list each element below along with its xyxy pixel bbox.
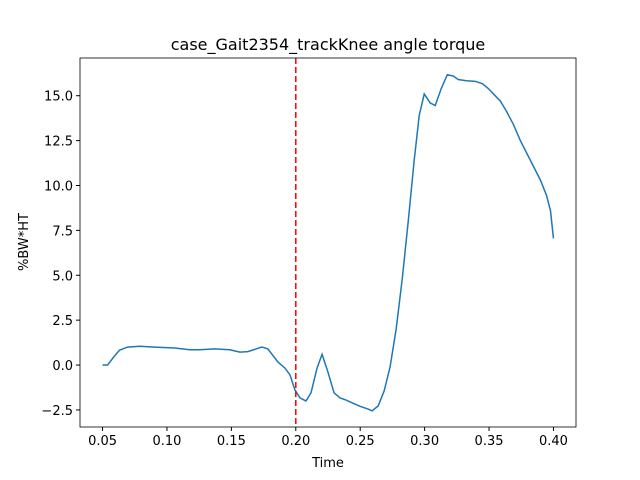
x-tick-label: 0.35 xyxy=(475,434,504,449)
x-tick-label: 0.30 xyxy=(410,434,439,449)
y-tick-label: 15.0 xyxy=(44,90,73,105)
x-axis-label: Time xyxy=(311,456,344,471)
x-tick-label: 0.05 xyxy=(88,434,117,449)
y-tick-label: 10.0 xyxy=(44,179,73,194)
x-tick-label: 0.20 xyxy=(281,434,310,449)
y-tick-label: 0.0 xyxy=(52,359,73,374)
y-axis-label: %BW*HT xyxy=(17,213,32,271)
chart-title: case_Gait2354_trackKnee angle torque xyxy=(171,35,486,55)
y-tick-label: 12.5 xyxy=(44,135,73,150)
y-tick-label: 5.0 xyxy=(52,269,73,284)
y-tick-label: 2.5 xyxy=(52,314,73,329)
plot-frame xyxy=(79,57,577,428)
x-tick-label: 0.40 xyxy=(539,434,568,449)
data-line xyxy=(102,73,555,412)
x-tick-label: 0.25 xyxy=(346,434,375,449)
x-tick-label: 0.15 xyxy=(217,434,246,449)
y-tick-label: −2.5 xyxy=(41,404,73,419)
y-tick-label: 7.5 xyxy=(52,224,73,239)
x-tick-label: 0.10 xyxy=(152,434,181,449)
